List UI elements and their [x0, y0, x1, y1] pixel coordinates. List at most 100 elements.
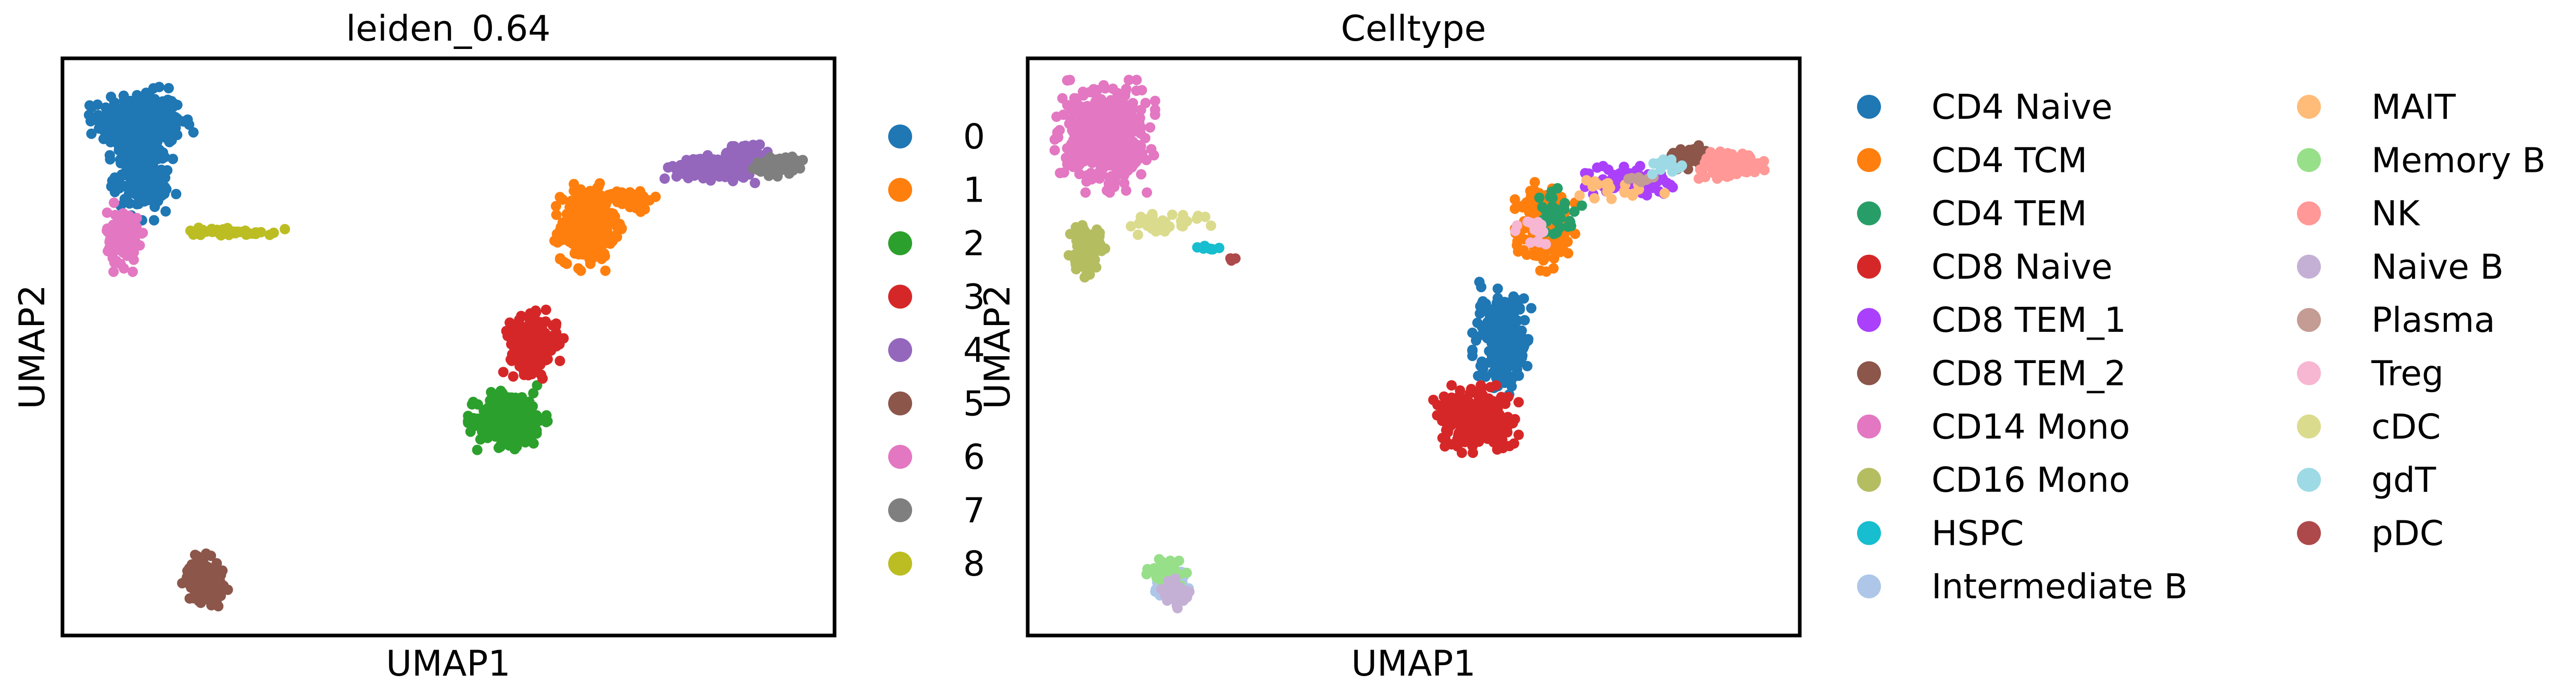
- data-point: [535, 333, 546, 344]
- data-point: [1530, 177, 1540, 188]
- data-point: [667, 161, 678, 171]
- data-point: [494, 410, 504, 421]
- data-point: [1499, 324, 1510, 335]
- legend-label: Naive B: [2371, 247, 2504, 287]
- data-point: [141, 88, 151, 98]
- data-point: [1139, 217, 1150, 228]
- data-point: [1485, 382, 1496, 393]
- legend-marker: [1857, 361, 1881, 385]
- data-point: [127, 225, 137, 236]
- legend-label: 4: [963, 330, 985, 370]
- legend-label: 3: [963, 277, 985, 317]
- data-point: [1225, 253, 1236, 264]
- data-point: [86, 128, 97, 139]
- data-point: [585, 258, 596, 269]
- data-point: [1641, 190, 1652, 201]
- data-point: [1443, 427, 1454, 438]
- data-point: [131, 213, 142, 223]
- data-point: [1519, 315, 1530, 326]
- data-point: [785, 165, 795, 176]
- data-point: [156, 99, 167, 110]
- series-cd14-mono: [1049, 74, 1160, 198]
- data-point: [241, 229, 251, 240]
- data-point: [472, 413, 483, 424]
- data-point: [1078, 90, 1089, 101]
- data-point: [497, 393, 508, 404]
- data-point: [1498, 338, 1509, 348]
- legend-marker: [2297, 468, 2321, 492]
- data-point: [498, 367, 509, 378]
- data-point: [611, 221, 622, 232]
- data-point: [540, 304, 551, 315]
- data-point: [566, 225, 577, 236]
- series-1: [549, 178, 661, 276]
- data-point: [1053, 132, 1064, 143]
- data-point: [1062, 75, 1072, 86]
- data-point: [530, 305, 541, 316]
- data-point: [1737, 148, 1748, 159]
- data-point: [1475, 380, 1486, 391]
- data-point: [116, 169, 127, 180]
- data-point: [193, 575, 204, 585]
- data-point: [479, 431, 490, 442]
- data-point: [98, 133, 109, 144]
- data-point: [1051, 111, 1062, 122]
- data-point: [1700, 171, 1711, 182]
- data-point: [1532, 236, 1543, 247]
- data-point: [1192, 213, 1202, 224]
- data-point: [1589, 193, 1600, 204]
- data-point: [1466, 383, 1476, 394]
- legend-label: CD16 Mono: [1931, 460, 2130, 500]
- data-point: [605, 208, 616, 219]
- data-point: [600, 199, 611, 210]
- data-point: [1163, 591, 1174, 602]
- data-point: [1647, 169, 1658, 180]
- legend-item: CD8 Naive: [1857, 247, 2113, 287]
- data-point: [135, 133, 146, 144]
- data-point: [150, 152, 161, 163]
- plot-frame: [60, 56, 837, 638]
- scatter-points: [84, 82, 808, 612]
- data-point: [190, 550, 200, 560]
- data-point: [1077, 229, 1088, 240]
- legend-label: HSPC: [1931, 513, 2024, 553]
- data-point: [1569, 206, 1580, 217]
- data-point: [1092, 99, 1103, 110]
- data-point: [1513, 397, 1524, 408]
- data-point: [1074, 156, 1084, 167]
- plot-frame: [1026, 56, 1802, 638]
- data-point: [496, 439, 507, 450]
- data-point: [618, 191, 629, 202]
- legend-label: 7: [963, 491, 985, 531]
- data-point: [1094, 228, 1105, 239]
- legend-marker: [888, 391, 912, 416]
- legend-item: CD8 TEM_1: [1857, 300, 2126, 340]
- data-point: [1549, 211, 1560, 221]
- data-point: [1473, 370, 1484, 381]
- data-point: [148, 215, 159, 226]
- data-point: [165, 133, 176, 144]
- data-point: [1491, 331, 1502, 342]
- legend-marker: [888, 445, 912, 469]
- data-point: [1122, 106, 1133, 117]
- data-point: [487, 396, 498, 407]
- legend-marker: [2297, 414, 2321, 439]
- legend-marker: [2297, 95, 2321, 119]
- data-point: [188, 127, 199, 138]
- data-point: [700, 155, 711, 166]
- data-point: [599, 248, 610, 259]
- legend-item: CD16 Mono: [1857, 460, 2130, 500]
- leiden-scatter-panel: leiden_0.64 UMAP1 UMAP2 0 1 2 3 4 5 6 7 8: [12, 8, 985, 684]
- data-point: [1471, 401, 1482, 412]
- data-point: [578, 244, 589, 255]
- data-point: [1049, 145, 1060, 156]
- legend-item: Memory B: [2297, 140, 2546, 180]
- data-point: [1513, 429, 1524, 440]
- data-point: [127, 266, 138, 277]
- data-point: [1467, 441, 1478, 452]
- data-point: [753, 165, 763, 176]
- data-point: [533, 323, 543, 334]
- data-point: [1633, 172, 1644, 183]
- data-point: [1535, 265, 1546, 276]
